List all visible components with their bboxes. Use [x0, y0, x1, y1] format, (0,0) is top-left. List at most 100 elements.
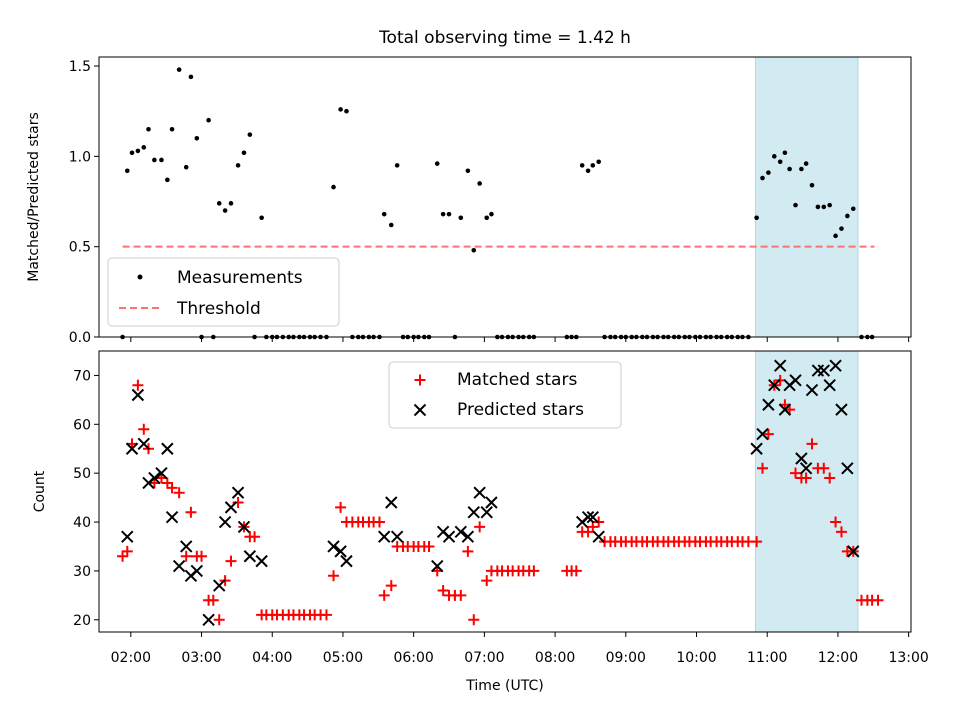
x-tick-label: 10:00 — [676, 650, 716, 666]
y-tick-label: 50 — [73, 466, 91, 482]
matched-star-point — [474, 521, 486, 533]
bottom-y-axis-label: Count — [32, 470, 48, 512]
predicted-star-point — [773, 359, 787, 372]
matched-star-point — [790, 467, 802, 479]
legend-predicted-marker — [413, 403, 427, 417]
matched-star-point — [117, 550, 129, 562]
predicted-star-point — [841, 462, 854, 475]
matched-star-point — [378, 589, 390, 601]
predicted-star-point — [377, 530, 391, 543]
matched-star-point — [249, 531, 261, 543]
predicted-star-point — [768, 379, 781, 392]
measurement-point — [458, 215, 464, 221]
measurement-point — [388, 222, 394, 228]
matched-star-point — [830, 516, 842, 528]
predicted-star-point — [125, 442, 139, 455]
legend-measurements-label: Measurements — [177, 268, 303, 288]
bottom-y-ticks: 20 30 40 50 60 70 — [73, 368, 99, 629]
measurement-point — [394, 163, 400, 168]
predicted-star-point — [390, 530, 404, 543]
measurement-point — [585, 168, 591, 174]
measurement-point — [821, 204, 827, 210]
matched-star-point — [121, 545, 133, 557]
matched-star-point — [751, 536, 763, 548]
measurement-point — [259, 215, 264, 221]
measurement-point — [228, 201, 234, 206]
top-panel: 0.0 0.5 1.0 1.5 Matched/Predicted stars Mea… — [26, 56, 912, 346]
predicted-star-point — [161, 442, 174, 455]
predicted-star-point — [480, 506, 493, 519]
x-tick-label: 04:00 — [252, 650, 292, 666]
predicted-star-point — [586, 510, 600, 524]
measurement-point — [235, 163, 241, 168]
matched-star-point — [481, 575, 493, 587]
measurement-point — [590, 163, 596, 168]
predicted-star-point — [137, 437, 150, 451]
measurement-point — [793, 202, 798, 208]
measurement-point — [141, 145, 147, 150]
matched-star-point — [437, 584, 449, 596]
matched-star-point — [528, 565, 540, 577]
matched-star-point — [207, 594, 219, 606]
legend-matched-marker — [414, 374, 426, 386]
predicted-star-point — [799, 462, 813, 475]
x-tick-label: 11:00 — [747, 650, 787, 666]
matched-star-point — [173, 487, 185, 499]
measurement-point — [760, 175, 765, 181]
matched-star-point — [455, 589, 467, 601]
predicted-star-point — [485, 496, 498, 509]
matched-star-point — [806, 438, 818, 450]
predicted-star-point — [340, 554, 353, 568]
y-tick-label: 30 — [73, 564, 91, 580]
predicted-star-point — [255, 554, 268, 568]
predicted-star-point — [190, 564, 204, 578]
measurement-point — [799, 166, 804, 172]
predicted-star-point — [165, 510, 179, 524]
predicted-star-point — [461, 530, 475, 543]
y-tick-label: 20 — [73, 613, 91, 629]
y-tick-label: 1.5 — [69, 59, 91, 75]
matched-star-point — [213, 614, 225, 626]
predicted-star-point — [795, 452, 808, 465]
matched-star-point — [320, 609, 332, 621]
measurement-point — [146, 126, 151, 132]
predicted-star-point — [835, 403, 848, 416]
x-tick-label: 02:00 — [111, 650, 151, 666]
predicted-star-point — [750, 442, 763, 455]
measurement-point — [809, 182, 815, 188]
bottom-panel: 20 30 40 50 60 70 02:00 03:00 04:00 05:00 06:00 07… — [32, 350, 929, 694]
predicted-star-point — [778, 403, 792, 416]
highlight-band — [754, 350, 859, 633]
measurement-point — [771, 154, 777, 159]
predicted-star-point — [121, 530, 134, 543]
matched-star-point — [328, 570, 340, 582]
measurement-point — [787, 166, 792, 172]
predicted-star-point — [334, 545, 347, 558]
top-y-axis-label: Matched/Predicted stars — [26, 112, 42, 282]
measurement-point — [159, 157, 164, 163]
predicted-star-point — [756, 427, 769, 441]
predicted-star-point — [431, 559, 444, 573]
measurement-point — [194, 135, 200, 141]
measurement-point — [124, 168, 130, 174]
predicted-star-point — [243, 550, 257, 563]
y-tick-label: 60 — [73, 417, 91, 433]
measurement-point — [446, 211, 452, 217]
measurement-point — [827, 202, 832, 208]
predicted-star-point — [762, 398, 775, 411]
predicted-star-point — [172, 559, 186, 573]
measurement-point — [188, 74, 194, 80]
measurement-point — [338, 107, 343, 112]
predicted-star-point — [218, 515, 232, 529]
measurement-point — [782, 150, 788, 156]
matched-star-point — [468, 614, 480, 626]
x-axis-label: Time (UTC) — [465, 678, 543, 694]
measurement-point — [344, 108, 349, 114]
matched-star-point — [818, 462, 830, 474]
y-tick-label: 70 — [73, 368, 91, 384]
legend-box — [388, 361, 622, 429]
measurement-point — [477, 181, 482, 186]
predicted-stars-layer — [121, 359, 860, 626]
measurement-point — [471, 247, 477, 253]
